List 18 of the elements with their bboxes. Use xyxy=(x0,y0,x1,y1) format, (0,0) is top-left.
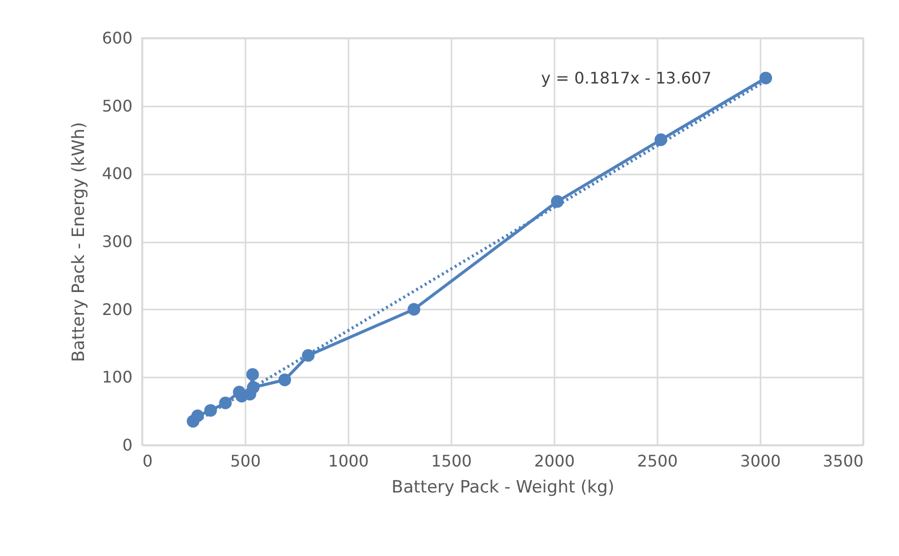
x-tick-label: 1500 xyxy=(431,452,472,470)
x-tick-label: 3500 xyxy=(822,452,864,470)
x-tick-label: 2000 xyxy=(534,452,575,470)
x-axis-title: Battery Pack - Weight (kg) xyxy=(392,478,614,498)
y-axis-title: Battery Pack - Energy (kWh) xyxy=(68,122,89,362)
y-tick-label: 200 xyxy=(102,300,132,319)
x-tick-label: 3000 xyxy=(740,452,781,470)
annotation: y = 0.1817x - 13.607 xyxy=(541,68,712,88)
y-tick-label: 600 xyxy=(102,28,132,48)
y-tick-label: 0 xyxy=(122,436,132,454)
y-tick-label: 300 xyxy=(102,232,132,251)
x-tick-label: 1000 xyxy=(328,452,369,470)
y-tick-label: 100 xyxy=(102,368,132,387)
y-tick-label: 400 xyxy=(102,164,132,184)
x-tick-label: 2500 xyxy=(637,452,678,470)
x-tick-label: 500 xyxy=(230,452,261,470)
x-tick-label: 0 xyxy=(142,452,153,470)
y-tick-label: 500 xyxy=(102,96,132,116)
